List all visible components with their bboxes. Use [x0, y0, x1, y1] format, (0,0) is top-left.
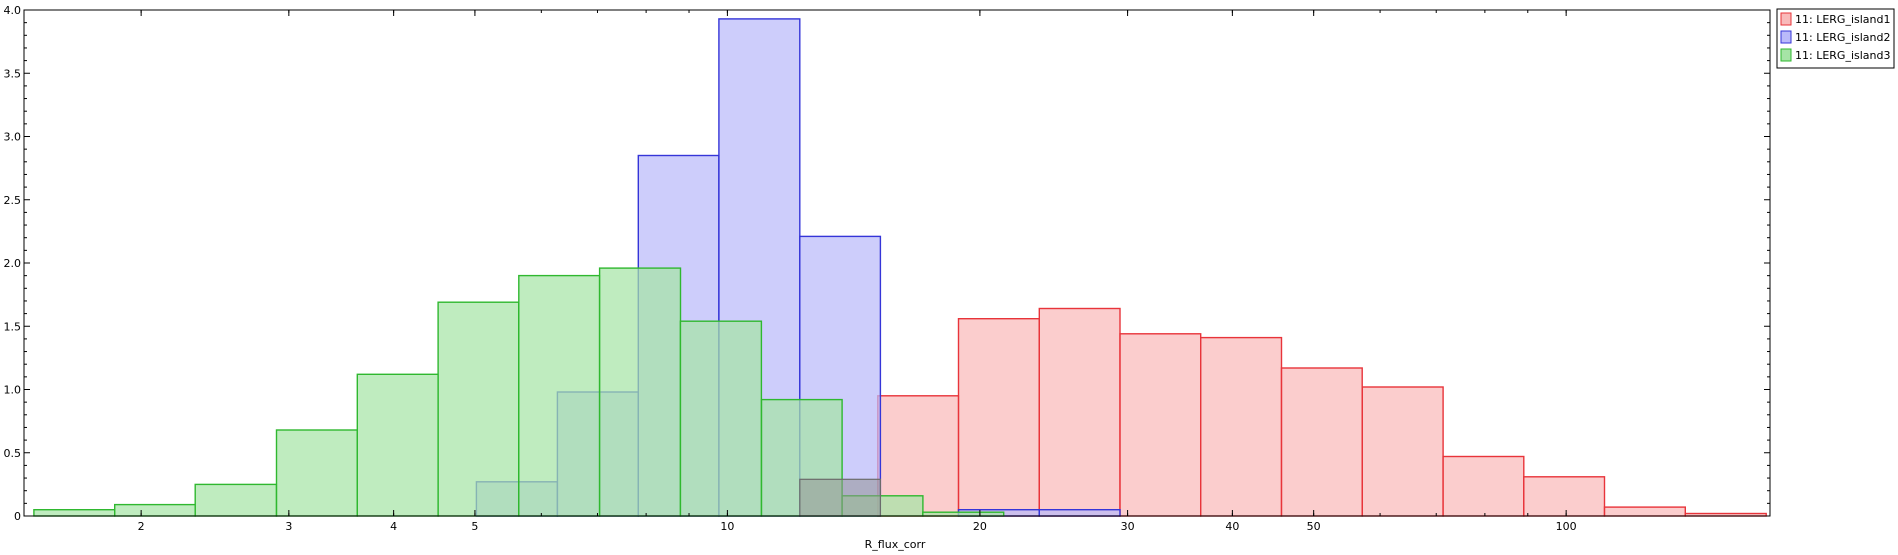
legend-label-1: 11: LERG_island1 — [1795, 13, 1890, 26]
y-tick-label-7: 3.5 — [4, 67, 22, 80]
y-tick-label-0: 0 — [14, 510, 21, 523]
legend-swatch-1 — [1780, 12, 1792, 26]
y-tick-label-6: 3.0 — [4, 131, 22, 144]
series-1-bar-2 — [957, 318, 1040, 517]
legend-label-2: 11: LERG_island2 — [1795, 31, 1890, 44]
x-tick-label-2: 4 — [390, 520, 397, 533]
x-tick-label-3: 5 — [471, 520, 478, 533]
series-1-bar-6 — [1280, 367, 1363, 517]
y-tick-label-4: 2.0 — [4, 257, 22, 270]
legend-item-2[interactable]: 11: LERG_island2 — [1780, 30, 1890, 44]
legend-item-1[interactable]: 11: LERG_island1 — [1780, 12, 1890, 26]
series-1-bars — [877, 307, 1767, 517]
series-1-bar-9 — [1523, 476, 1606, 517]
series-1-bar-5 — [1199, 336, 1283, 517]
y-tick-label-2: 1.0 — [4, 384, 22, 397]
bars-layer — [33, 18, 1767, 517]
series-1-bar-7 — [1361, 386, 1444, 517]
x-tick-label-9: 100 — [1556, 520, 1577, 533]
legend-box — [1776, 8, 1895, 69]
legend-label-3: 11: LERG_island3 — [1795, 49, 1890, 62]
series-2-bar-7 — [1038, 509, 1121, 517]
legend-swatch-3 — [1780, 48, 1792, 62]
legend-item-3[interactable]: 11: LERG_island3 — [1780, 48, 1890, 62]
series-1-bar-4 — [1119, 333, 1202, 517]
axes-layer: 0 0.5 1.0 1.5 2.0 2.5 3.0 3.5 4.0 2 3 4 5 10 20 30 40 50 1… — [4, 4, 1771, 533]
series-1-bar-10 — [1603, 506, 1687, 517]
series-1-bar-3 — [1038, 307, 1121, 517]
series-3-bar-1 — [33, 509, 116, 517]
x-tick-label-7: 40 — [1225, 520, 1239, 533]
series-3-bars — [33, 267, 1005, 517]
series-3-bar-7 — [518, 274, 601, 517]
x-tick-label-5: 20 — [973, 520, 987, 533]
series-3-bar-6 — [437, 301, 520, 517]
x-tick-label-4: 10 — [720, 520, 734, 533]
overlap-bar-1 — [799, 478, 881, 517]
y-tick-label-5: 2.5 — [4, 194, 22, 207]
y-tick-label-1: 0.5 — [4, 447, 22, 460]
x-tick-label-6: 30 — [1121, 520, 1135, 533]
y-tick-label-3: 1.5 — [4, 320, 22, 333]
x-tick-label-1: 3 — [285, 520, 292, 533]
x-tick-label-0: 2 — [138, 520, 145, 533]
x-axis-title: R_flux_corr — [865, 538, 926, 551]
series-3-bar-12 — [922, 511, 1005, 517]
series-3-bar-2 — [113, 503, 196, 517]
y-tick-label-8: 4.0 — [4, 4, 22, 17]
series-1-bar-8 — [1442, 455, 1525, 517]
x-tick-label-8: 50 — [1307, 520, 1321, 533]
series-3-bar-5 — [356, 373, 439, 517]
series-3-bar-8 — [598, 267, 682, 517]
series-3-bar-4 — [275, 429, 359, 517]
series-3-bar-3 — [194, 483, 278, 517]
legend-swatch-2 — [1780, 30, 1792, 44]
series-3-bar-9 — [679, 320, 763, 517]
legend[interactable]: 11: LERG_island1 11: LERG_island2 11: LERG… — [1776, 8, 1895, 69]
